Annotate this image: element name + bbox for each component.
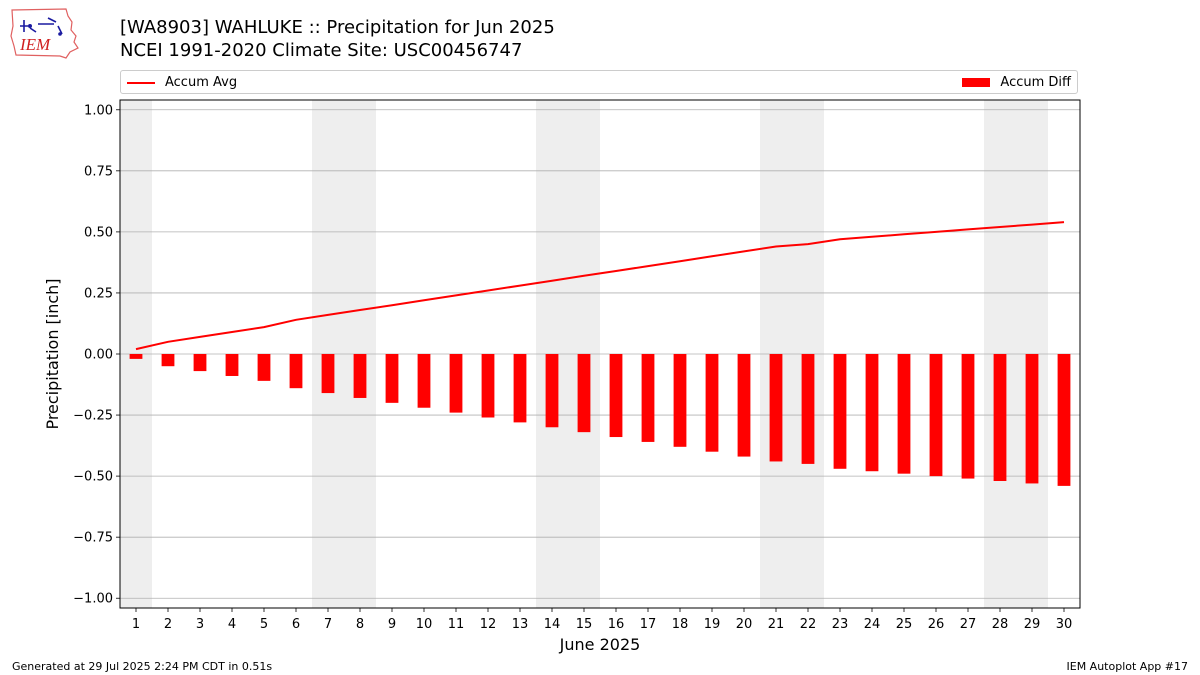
y-tick-label: 1.00	[84, 103, 113, 118]
legend-item-accum-diff: Accum Diff	[962, 75, 1071, 90]
y-axis-label: Precipitation [inch]	[43, 278, 62, 429]
bar-accum-diff	[801, 354, 815, 464]
bar-accum-diff	[609, 354, 623, 438]
x-tick-label: 16	[608, 617, 625, 632]
x-tick-label: 30	[1056, 617, 1073, 632]
bar-accum-diff	[769, 354, 783, 462]
logo-text: IEM	[19, 35, 51, 54]
y-tick-label: 0.50	[84, 225, 113, 240]
x-tick-label: 13	[512, 617, 529, 632]
x-axis-label: June 2025	[559, 635, 641, 654]
y-tick-label: 0.25	[84, 286, 113, 301]
bar-accum-diff	[193, 354, 207, 372]
footer-generated-text: Generated at 29 Jul 2025 2:24 PM CDT in …	[12, 660, 273, 673]
bar-accum-diff	[929, 354, 943, 477]
line-accum-avg	[135, 221, 1065, 351]
bar-accum-diff	[641, 354, 655, 442]
legend-line-swatch	[127, 81, 155, 84]
x-tick-label: 17	[640, 617, 657, 632]
bar-accum-diff	[161, 354, 175, 367]
bar-accum-diff	[737, 354, 751, 457]
bar-accum-diff	[321, 354, 335, 394]
x-tick-label: 9	[388, 617, 396, 632]
x-tick-label: 27	[960, 617, 977, 632]
x-tick-label: 15	[576, 617, 593, 632]
iem-logo: IEM	[10, 8, 79, 59]
x-tick-label: 22	[800, 617, 817, 632]
y-tick-label: −0.25	[73, 409, 113, 424]
bar-accum-diff	[1057, 354, 1071, 486]
x-tick-label: 3	[196, 617, 204, 632]
x-tick-label: 8	[356, 617, 364, 632]
bar-accum-diff	[417, 354, 431, 408]
bar-accum-diff	[577, 354, 591, 433]
x-tick-label: 19	[704, 617, 721, 632]
x-tick-label: 12	[480, 617, 497, 632]
legend-item-accum-avg: Accum Avg	[127, 75, 237, 90]
x-tick-label: 23	[832, 617, 849, 632]
x-tick-label: 18	[672, 617, 689, 632]
legend-label-accum-diff: Accum Diff	[1000, 75, 1071, 90]
x-tick-label: 10	[416, 617, 433, 632]
plot-frame	[119, 99, 1081, 609]
y-tick-label: 0.75	[84, 164, 113, 179]
bar-accum-diff	[257, 354, 271, 381]
footer-app-text: IEM Autoplot App #17	[1066, 660, 1189, 673]
bar-accum-diff	[833, 354, 847, 469]
legend-bar-swatch	[962, 78, 991, 87]
y-tick-label: −0.75	[73, 531, 113, 546]
bar-accum-diff	[481, 354, 495, 418]
x-tick-label: 14	[544, 617, 561, 632]
bar-accum-diff	[289, 354, 303, 389]
y-tick-label: −1.00	[73, 592, 113, 607]
x-tick-label: 6	[292, 617, 300, 632]
x-tick-label: 26	[928, 617, 945, 632]
bar-accum-diff	[513, 354, 527, 423]
x-tick-label: 2	[164, 617, 172, 632]
bar-accum-diff	[865, 354, 879, 472]
chart-subtitle: NCEI 1991-2020 Climate Site: USC00456747	[120, 40, 523, 61]
x-tick-label: 4	[228, 617, 236, 632]
bar-accum-diff	[705, 354, 719, 452]
legend-label-accum-avg: Accum Avg	[165, 75, 238, 90]
bar-accum-diff	[993, 354, 1007, 481]
bar-accum-diff	[449, 354, 463, 413]
bar-accum-diff	[673, 354, 687, 447]
bar-accum-diff	[545, 354, 559, 428]
y-tick-label: 0.00	[84, 348, 113, 363]
bar-accum-diff	[961, 354, 975, 479]
bar-accum-diff	[385, 354, 399, 403]
x-tick-label: 20	[736, 617, 753, 632]
bar-accum-diff	[225, 354, 239, 376]
x-tick-label: 1	[132, 617, 140, 632]
x-tick-label: 11	[448, 617, 465, 632]
chart-legend: Accum Avg Accum Diff	[120, 70, 1078, 94]
bar-accum-diff	[129, 354, 143, 359]
x-tick-label: 7	[324, 617, 332, 632]
x-tick-label: 28	[992, 617, 1009, 632]
x-tick-label: 5	[260, 617, 268, 632]
y-tick-label: −0.50	[73, 470, 113, 485]
bar-accum-diff	[353, 354, 367, 398]
x-tick-label: 29	[1024, 617, 1041, 632]
x-tick-label: 25	[896, 617, 913, 632]
chart-title: [WA8903] WAHLUKE :: Precipitation for Ju…	[120, 17, 555, 38]
bar-accum-diff	[897, 354, 911, 474]
x-tick-label: 21	[768, 617, 785, 632]
x-tick-label: 24	[864, 617, 881, 632]
bar-accum-diff	[1025, 354, 1039, 484]
